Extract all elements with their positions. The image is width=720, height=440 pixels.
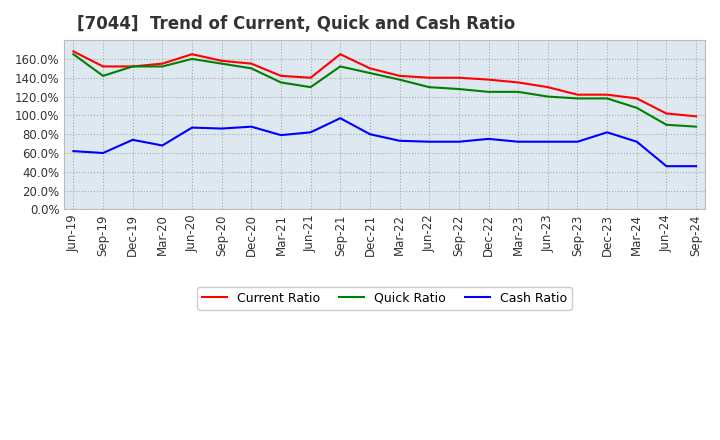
Current Ratio [662,111,671,116]
Current Ratio [632,96,641,101]
Cash Ratio [366,132,374,137]
Current Ratio [306,75,315,81]
Cash Ratio [188,125,197,130]
Cash Ratio [128,137,137,143]
Current Ratio [247,61,256,66]
Cash Ratio [69,148,78,154]
Quick Ratio [425,84,433,90]
Current Ratio [395,73,404,78]
Current Ratio [128,64,137,69]
Quick Ratio [188,56,197,62]
Quick Ratio [692,124,701,129]
Quick Ratio [217,61,226,66]
Current Ratio [573,92,582,97]
Cash Ratio [692,164,701,169]
Current Ratio [99,64,107,69]
Quick Ratio [395,77,404,82]
Line: Quick Ratio: Quick Ratio [73,54,696,127]
Cash Ratio [603,130,611,135]
Quick Ratio [632,105,641,110]
Cash Ratio [217,126,226,131]
Cash Ratio [425,139,433,144]
Cash Ratio [454,139,463,144]
Cash Ratio [247,124,256,129]
Cash Ratio [514,139,523,144]
Current Ratio [276,73,285,78]
Quick Ratio [306,84,315,90]
Legend: Current Ratio, Quick Ratio, Cash Ratio: Current Ratio, Quick Ratio, Cash Ratio [197,287,572,310]
Quick Ratio [247,66,256,71]
Quick Ratio [276,80,285,85]
Line: Cash Ratio: Cash Ratio [73,118,696,166]
Cash Ratio [632,139,641,144]
Quick Ratio [366,70,374,76]
Current Ratio [485,77,493,82]
Quick Ratio [128,64,137,69]
Current Ratio [217,58,226,63]
Current Ratio [425,75,433,81]
Quick Ratio [573,96,582,101]
Quick Ratio [662,122,671,128]
Quick Ratio [544,94,552,99]
Quick Ratio [158,64,166,69]
Current Ratio [603,92,611,97]
Cash Ratio [395,138,404,143]
Cash Ratio [336,116,345,121]
Current Ratio [158,61,166,66]
Cash Ratio [544,139,552,144]
Current Ratio [188,51,197,57]
Quick Ratio [514,89,523,95]
Current Ratio [544,84,552,90]
Cash Ratio [573,139,582,144]
Current Ratio [692,114,701,119]
Current Ratio [366,66,374,71]
Current Ratio [454,75,463,81]
Cash Ratio [158,143,166,148]
Current Ratio [69,49,78,54]
Cash Ratio [662,164,671,169]
Cash Ratio [99,150,107,156]
Cash Ratio [276,132,285,138]
Text: [7044]  Trend of Current, Quick and Cash Ratio: [7044] Trend of Current, Quick and Cash … [77,15,516,33]
Quick Ratio [485,89,493,95]
Quick Ratio [454,86,463,92]
Current Ratio [336,51,345,57]
Quick Ratio [336,64,345,69]
Cash Ratio [306,130,315,135]
Quick Ratio [69,51,78,57]
Cash Ratio [485,136,493,142]
Current Ratio [514,80,523,85]
Quick Ratio [603,96,611,101]
Quick Ratio [99,73,107,78]
Line: Current Ratio: Current Ratio [73,51,696,116]
